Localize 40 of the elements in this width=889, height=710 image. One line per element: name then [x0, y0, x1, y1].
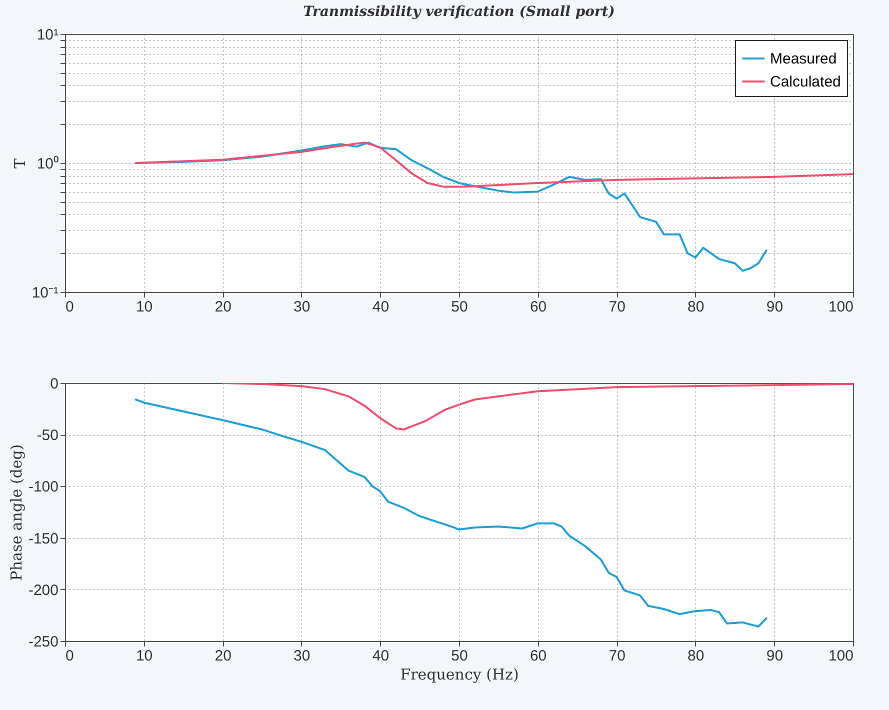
y-axis-title: T — [10, 158, 29, 169]
x-tick-label: 80 — [688, 298, 704, 316]
x-tick-label: 10 — [136, 298, 153, 316]
x-tick-label: 10 — [136, 648, 153, 664]
y-tick-label: -50 — [36, 427, 58, 444]
x-axis-title: Frequency (Hz) — [400, 666, 519, 684]
x-tick-label: 60 — [530, 298, 547, 316]
y-tick-label: -250 — [28, 634, 58, 650]
x-tick-label: 20 — [214, 298, 232, 316]
x-tick-label: 40 — [372, 298, 390, 316]
x-tick-label: 70 — [608, 648, 626, 664]
y-tick-label: 10⁻¹ — [32, 284, 58, 302]
y-tick-label: 10⁰ — [36, 156, 58, 172]
y-axis-title: Phase angle (deg) — [7, 444, 26, 581]
x-tick-label: 50 — [451, 648, 468, 664]
x-tick-label: 30 — [294, 648, 310, 664]
x-tick-label: 90 — [766, 298, 784, 316]
legend-label: Calculated — [770, 74, 841, 90]
x-tick-label: 50 — [451, 298, 468, 316]
legend-label: Measured — [770, 50, 837, 68]
line-series — [134, 398, 768, 628]
x-tick-label: 0 — [66, 648, 74, 664]
x-tick-label: 20 — [214, 648, 232, 664]
y-tick-label: -100 — [28, 478, 58, 496]
x-tick-label: 70 — [608, 298, 626, 316]
x-tick-label: 100 — [828, 648, 854, 664]
line-series — [222, 383, 853, 430]
line-series — [134, 142, 853, 188]
y-tick-label: -150 — [28, 530, 58, 548]
x-tick-label: 90 — [766, 648, 784, 664]
x-tick-label: 30 — [294, 298, 310, 316]
y-tick-label: 0 — [50, 376, 58, 392]
x-tick-label: 40 — [372, 648, 390, 664]
x-tick-label: 60 — [530, 648, 547, 664]
x-tick-label: 80 — [688, 648, 704, 664]
y-tick-label: 10¹ — [36, 26, 58, 44]
x-tick-label: 0 — [66, 298, 74, 316]
y-tick-label: -200 — [28, 582, 58, 599]
chart-title: Tranmissibility verification (Small port) — [303, 4, 615, 20]
x-tick-label: 100 — [828, 298, 854, 316]
